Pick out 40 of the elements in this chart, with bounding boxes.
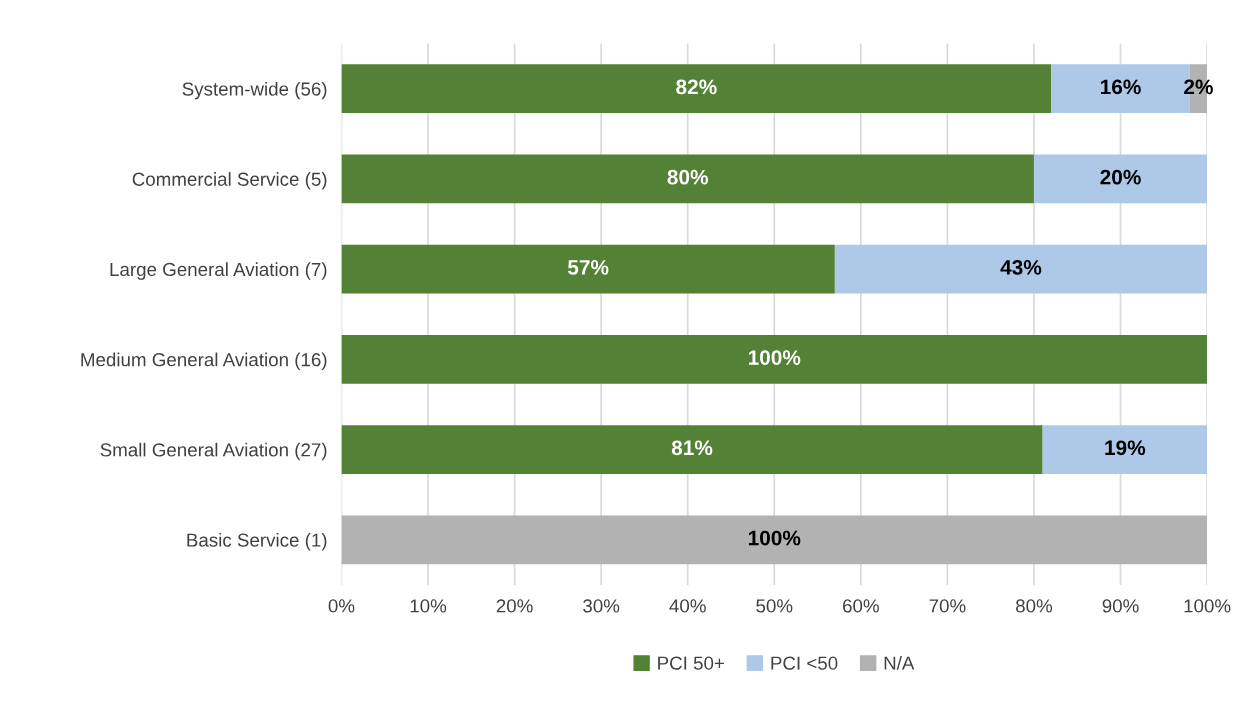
- legend-label: PCI <50: [771, 656, 838, 670]
- bar: [341, 515, 1208, 565]
- bar: [1042, 425, 1208, 474]
- bar: [341, 244, 835, 294]
- x-tick-label: 50%: [756, 599, 793, 613]
- data-label: 100%: [748, 350, 801, 365]
- legend-label: PCI 50+: [658, 656, 724, 670]
- data-label: 19%: [1105, 440, 1146, 456]
- data-label: 20%: [1100, 169, 1141, 185]
- x-tick-label: 0%: [328, 599, 355, 613]
- data-label: 2%: [1184, 79, 1213, 95]
- data-label: 80%: [667, 169, 709, 185]
- y-tick-label: Small General Aviation (27): [100, 442, 327, 461]
- y-tick-label: Basic Service (1): [187, 532, 327, 551]
- x-tick-label: 20%: [496, 599, 533, 613]
- bar: [341, 154, 1034, 204]
- bar: [341, 425, 1043, 474]
- x-tick-label: 70%: [929, 599, 966, 613]
- bar: [341, 334, 1208, 384]
- x-tick-label: 10%: [410, 599, 447, 613]
- legend-label: N/A: [884, 656, 915, 670]
- y-tick-label: Large General Aviation (7): [110, 262, 327, 280]
- x-tick-label: 30%: [583, 599, 620, 613]
- data-label: 81%: [671, 440, 713, 456]
- y-tick-label: Medium General Aviation (16): [81, 352, 327, 371]
- data-label: 57%: [567, 260, 609, 275]
- x-tick-label: 90%: [1102, 599, 1139, 613]
- data-label: 82%: [676, 79, 717, 95]
- bar: [834, 244, 1208, 294]
- data-label: 43%: [1000, 259, 1042, 275]
- data-label: 100%: [748, 530, 801, 546]
- y-tick-label: Commercial Service (5): [132, 172, 327, 190]
- y-tick-label: System-wide (56): [182, 81, 327, 100]
- bar: [1033, 154, 1208, 204]
- data-label: 16%: [1100, 79, 1141, 95]
- x-tick-label: 80%: [1016, 599, 1053, 613]
- x-tick-label: 40%: [669, 599, 706, 613]
- x-tick-label: 100%: [1184, 599, 1231, 613]
- x-tick-label: 60%: [843, 599, 879, 613]
- bar: [341, 64, 1052, 114]
